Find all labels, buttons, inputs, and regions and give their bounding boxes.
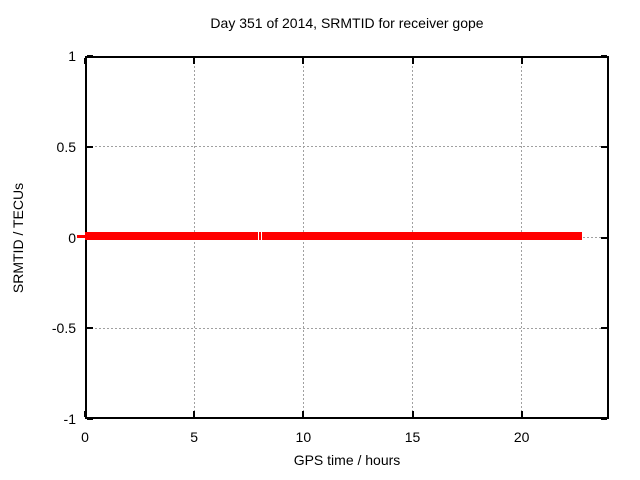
x-tickmark-bottom — [193, 411, 196, 417]
x-tick-label: 10 — [295, 429, 312, 445]
x-tick-label: 0 — [81, 429, 89, 445]
y-tickmark-left — [87, 145, 93, 148]
x-tickmark-bottom — [302, 411, 305, 417]
y-tickmark-right — [601, 327, 607, 330]
x-tick-label: 15 — [404, 429, 421, 445]
series-line-segment — [85, 232, 259, 240]
y-tickmark-right — [601, 145, 607, 148]
x-tickmark-bottom — [411, 411, 414, 417]
x-tickmark-top — [84, 58, 86, 64]
x-tickmark-bottom — [520, 411, 523, 417]
series-line-segment — [259, 232, 261, 240]
y-gridline — [87, 327, 607, 329]
y-tickmark-right — [601, 236, 607, 239]
x-tickmark-bottom — [84, 411, 86, 417]
x-tick-label: 5 — [190, 429, 199, 445]
x-tickmark-top — [302, 58, 305, 64]
y-tick-label: -1 — [63, 411, 76, 427]
y-tickmark-right — [601, 55, 607, 57]
x-axis-label: GPS time / hours — [293, 452, 401, 468]
y-tickmark-left — [87, 418, 93, 420]
y-tick-label: -0.5 — [51, 320, 76, 337]
y-tickmark-left — [87, 327, 93, 330]
chart-title: Day 351 of 2014, SRMTID for receiver gop… — [210, 15, 484, 31]
y-tick-label: 1 — [68, 48, 76, 64]
y-gridline — [87, 146, 607, 148]
x-tick-label: 20 — [513, 429, 530, 445]
y-tickmark-left — [87, 55, 93, 57]
series-line-segment — [261, 232, 583, 240]
y-tick-label: 0.5 — [56, 138, 76, 155]
x-tickmark-top — [193, 58, 196, 64]
y-tickmark-right — [601, 418, 607, 420]
y-tick-label: 0 — [68, 229, 76, 246]
x-tickmark-top — [411, 58, 414, 64]
red-zero-tick-overhang — [77, 234, 85, 238]
x-tickmark-top — [520, 58, 523, 64]
